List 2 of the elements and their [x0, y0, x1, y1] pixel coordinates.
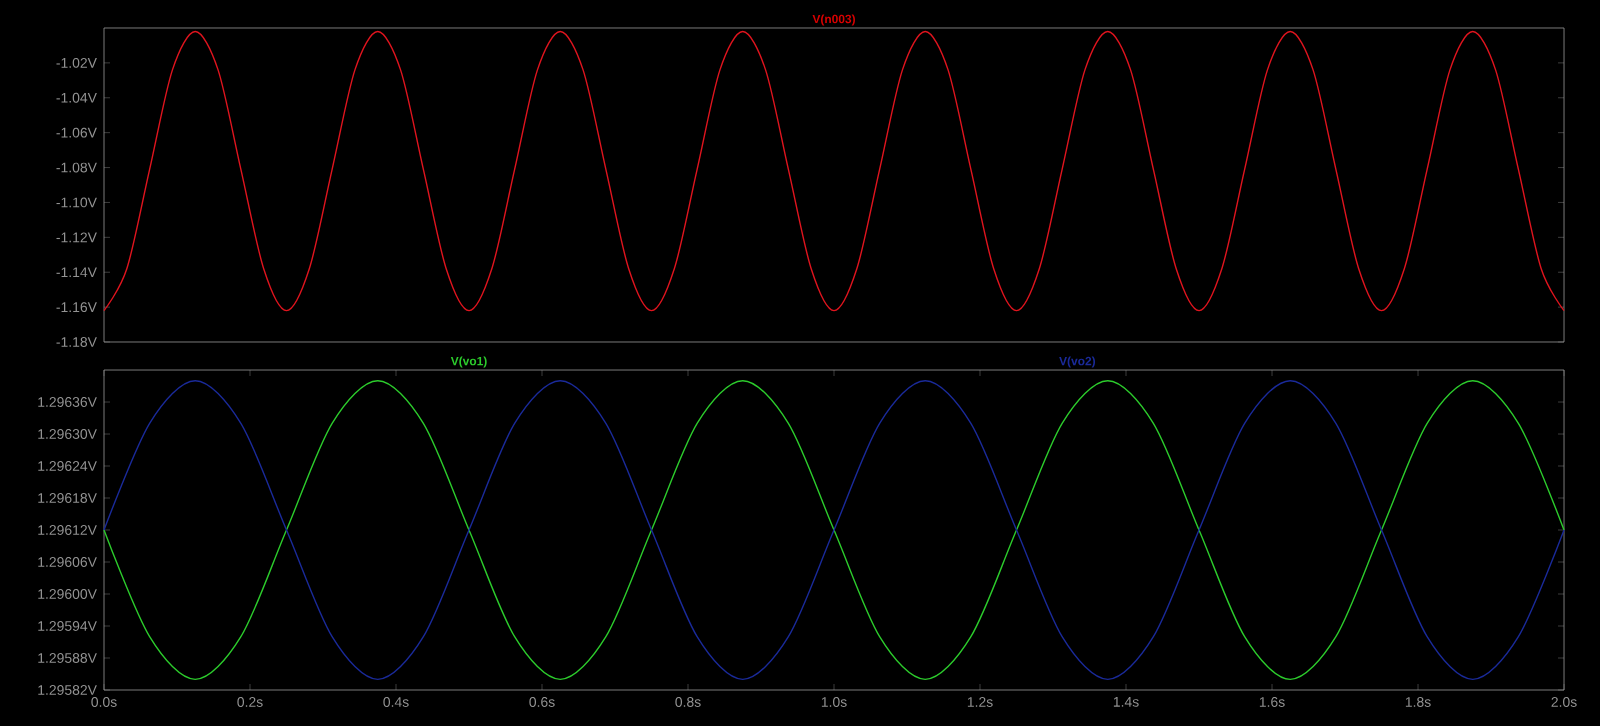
line-series — [103, 379, 1565, 681]
line-series — [103, 30, 1565, 312]
